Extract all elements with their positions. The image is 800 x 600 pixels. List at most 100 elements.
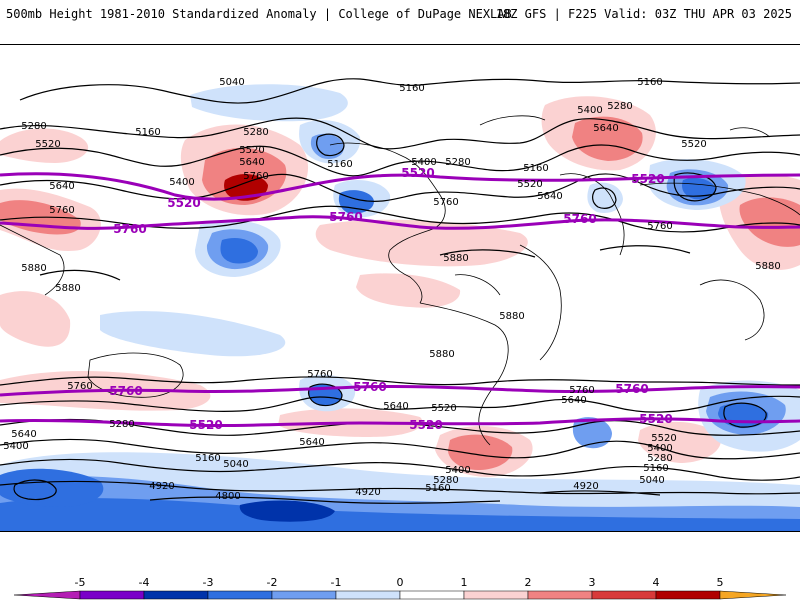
colorbar-segment [527,590,593,600]
contour-label: 5760 [67,381,92,392]
contour-label: 4800 [215,491,240,502]
contour-label: 5880 [21,263,46,274]
highlight-label: 5760 [353,380,386,394]
contour-label: 4920 [355,487,380,498]
contour-label: 5760 [49,205,74,216]
contour-label: 5880 [55,283,80,294]
contour-label: 5640 [593,123,618,134]
colorbar-segment [655,590,721,600]
contour-label: 5160 [195,453,220,464]
map-title: 500mb Height 1981-2010 Standardized Anom… [6,7,512,21]
contour-label: 5880 [499,311,524,322]
contour-label: 5400 [577,105,602,116]
colorbar-segment [335,590,401,600]
contour-label: 5880 [755,261,780,272]
contour-label: 5280 [433,475,458,486]
contour-label: 5640 [11,429,36,440]
contour-label: 5040 [223,459,248,470]
contour-label: 5760 [243,171,268,182]
colorbar-segment [399,590,465,600]
contour-label: 5760 [307,369,332,380]
contour-label: 5760 [433,197,458,208]
contour-label: 5520 [431,403,456,414]
contour-label: 4920 [149,481,174,492]
contour-label: 5040 [219,77,244,88]
map-header: 500mb Height 1981-2010 Standardized Anom… [0,0,800,28]
contour-label: 5640 [561,395,586,406]
contour-label: 5640 [537,191,562,202]
contour-label: 5520 [239,145,264,156]
contour-label: 5160 [523,163,548,174]
contour-label: 5160 [425,483,450,494]
contour-label: 5160 [327,159,352,170]
contour-label: 5280 [21,121,46,132]
highlight-contours [0,172,800,428]
contour-label: 5280 [243,127,268,138]
highlight-label: 5520 [401,166,434,180]
contour-label: 5160 [643,463,668,474]
colorbar-tick-label: 0 [396,576,404,589]
anomaly-colorbar: -5 -4 -3 -2 -1 0 1 2 3 4 5 [0,560,800,600]
contour-label: 5640 [239,157,264,168]
contour-label: 5640 [383,401,408,412]
highlight-label: 5520 [409,418,442,432]
colorbar-segment [719,590,787,600]
colorbar-tick-label: 2 [524,576,532,589]
colorbar-tick-label: -5 [74,576,86,589]
highlight-label: 5760 [329,210,362,224]
contour-label: 5760 [569,385,594,396]
colorbar-segment [463,590,529,600]
contour-label: 5280 [647,453,672,464]
contour-label: 5760 [647,221,672,232]
colorbar-segment [271,590,337,600]
highlight-label: 5520 [167,196,200,210]
negative-anomaly-shading [0,84,800,531]
contour-label: 5400 [3,441,28,452]
contour-label: 5520 [651,433,676,444]
colorbar-segment [13,590,81,600]
contour-label: 5160 [135,127,160,138]
colorbar-tick-label: 3 [588,576,596,589]
run-valid-time: 18Z GFS | F225 Valid: 03Z THU APR 03 202… [495,7,792,21]
contour-labels: 5040 5160 5160 5280 5160 5280 5520 5520 … [3,77,780,502]
coastlines [0,115,800,446]
contour-label: 5280 [109,419,134,430]
highlight-label: 5760 [563,212,596,226]
contour-label: 5880 [429,349,454,360]
colorbar-segment [591,590,657,600]
contour-label: 4920 [573,481,598,492]
contour-label: 5160 [637,77,662,88]
colorbar-segment [143,590,209,600]
colorbar-tick-label: 5 [716,576,724,589]
highlight-label: 5760 [109,384,142,398]
contour-label: 5640 [49,181,74,192]
contour-label: 5400 [169,177,194,188]
colorbar-tick-label: -4 [138,576,150,589]
contour-label: 5400 [411,157,436,168]
contour-label: 5280 [445,157,470,168]
contour-label: 5640 [299,437,324,448]
highlight-label: 5760 [615,382,648,396]
contour-label: 5400 [445,465,470,476]
contour-label: 5040 [639,475,664,486]
colorbar-graphic [13,590,787,600]
highlight-label: 5760 [113,222,146,236]
colorbar-tick-label: -2 [266,576,278,589]
colorbar-tick-label: 1 [460,576,468,589]
contour-label: 5520 [681,139,706,150]
contour-label: 5280 [607,101,632,112]
colorbar-segment [207,590,273,600]
map-canvas: 5040 5160 5160 5280 5160 5280 5520 5520 … [0,77,800,531]
map-panel: 5040 5160 5160 5280 5160 5280 5520 5520 … [0,44,800,532]
colorbar-tick-label: -1 [330,576,342,589]
contour-label: 5400 [647,443,672,454]
contour-label: 5880 [443,253,468,264]
highlight-label: 5520 [631,172,664,186]
highlight-label: 5520 [189,418,222,432]
highlight-labels: 5520 5520 5520 5760 5760 5760 5760 5760 … [109,166,672,432]
colorbar-segment [79,590,145,600]
colorbar-tick-label: 4 [652,576,660,589]
highlight-label: 5520 [639,412,672,426]
contour-label: 5520 [35,139,60,150]
contour-label: 5160 [399,83,424,94]
